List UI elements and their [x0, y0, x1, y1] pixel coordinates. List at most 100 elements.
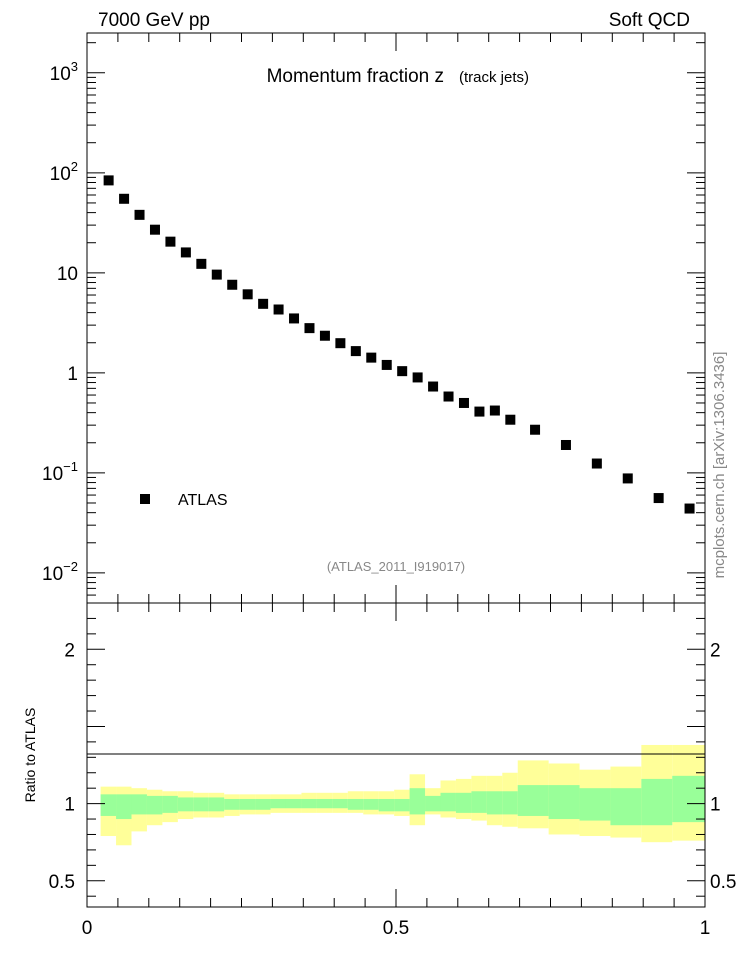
ratio-band-inner — [146, 795, 163, 815]
ratio-y-tick-labels: 0.5 0.5 1 1 2 2 — [49, 640, 737, 892]
data-point — [335, 338, 346, 349]
y-tick-label: 10−1 — [42, 459, 78, 485]
plot-title: Momentum fraction z — [267, 66, 444, 87]
ratio-band-inner — [502, 791, 518, 815]
x-tick-label: 0.5 — [383, 918, 409, 939]
main-panel: 10−2 10−1 1 10 102 103 Momentum fraction z (t… — [42, 32, 706, 604]
ratio-panel: 0.5 0.5 1 1 2 2 0 0.5 1 Ratio to ATLAS — [22, 602, 737, 939]
x-tick-labels: 0 0.5 1 — [82, 918, 711, 939]
data-point — [180, 247, 191, 258]
data-point — [227, 279, 238, 290]
data-point — [428, 381, 439, 392]
ratio-band-inner — [131, 794, 147, 815]
ratio-band-inner — [100, 794, 117, 816]
data-point — [273, 304, 284, 315]
data-point — [622, 473, 633, 484]
ratio-frame — [86, 602, 706, 908]
ratio-band-inner — [208, 797, 225, 812]
ratio-band-inner — [177, 797, 194, 812]
ratio-axis-ticks — [86, 603, 706, 907]
ratio-band-inner — [548, 785, 580, 820]
ratio-band-inner — [162, 795, 178, 813]
legend-marker-atlas — [140, 494, 150, 504]
ratio-band-inner — [641, 778, 673, 826]
data-point — [134, 209, 145, 220]
ratio-y-tick-label-left: 0.5 — [49, 872, 75, 893]
ratio-bands — [100, 744, 705, 846]
ratio-band-inner — [486, 791, 503, 815]
data-point — [258, 298, 269, 309]
ratio-band-inner — [378, 798, 395, 812]
data-point — [412, 372, 423, 383]
data-point — [304, 323, 315, 334]
data-point — [684, 503, 695, 514]
data-point — [165, 236, 176, 247]
ratio-band-inner — [672, 775, 705, 823]
energy-label: 7000 GeV pp — [98, 10, 210, 31]
data-point — [474, 406, 485, 417]
y-tick-label: 103 — [50, 59, 78, 85]
data-point — [366, 352, 377, 363]
ratio-band-inner — [579, 788, 611, 821]
ratio-band-inner — [255, 798, 271, 810]
ratio-band-inner — [347, 798, 364, 810]
main-frame — [86, 32, 706, 604]
ratio-band-inner — [270, 798, 286, 809]
y-tick-label: 1 — [67, 364, 78, 385]
ratio-band-inner — [116, 794, 132, 820]
ratio-band-inner — [517, 785, 549, 816]
ratio-y-tick-label-right: 0.5 — [710, 872, 736, 893]
ratio-band-inner — [471, 791, 487, 813]
main-y-tick-labels: 10−2 10−1 1 10 102 103 — [42, 59, 78, 585]
process-label: Soft QCD — [609, 10, 690, 31]
ratio-band-inner — [440, 792, 456, 812]
ratio-y-tick-label-right: 2 — [710, 640, 721, 661]
source-label: mcplots.cern.ch [arXiv:1306.3436] — [711, 352, 728, 579]
ratio-y-tick-label-left: 1 — [64, 795, 75, 816]
data-point — [397, 366, 408, 377]
ratio-band-inner — [409, 788, 426, 815]
plot-title-sub: (track jets) — [459, 69, 529, 86]
data-point — [530, 424, 541, 435]
analysis-id: (ATLAS_2011_I919017) — [327, 559, 465, 574]
ratio-band-inner — [193, 797, 209, 812]
data-point — [458, 397, 469, 408]
y-tick-label: 102 — [50, 159, 78, 185]
data-point — [242, 289, 253, 300]
x-tick-label: 1 — [700, 918, 711, 939]
ratio-y-axis-label: Ratio to ATLAS — [22, 708, 38, 803]
ratio-band-inner — [455, 792, 472, 813]
ratio-band-inner — [239, 798, 256, 810]
ratio-band-inner — [301, 798, 317, 809]
data-point — [211, 269, 222, 280]
data-point — [289, 313, 300, 324]
ratio-band-inner — [332, 798, 348, 809]
main-axis-ticks — [86, 33, 706, 604]
ratio-band-inner — [285, 798, 302, 809]
data-point — [119, 193, 130, 204]
data-point — [653, 493, 664, 504]
ratio-y-tick-label-left: 2 — [64, 640, 75, 661]
data-point — [560, 439, 571, 450]
y-tick-label: 10 — [57, 264, 78, 285]
ratio-band-inner — [425, 795, 441, 812]
data-point — [196, 258, 207, 269]
ratio-band-inner — [316, 798, 333, 809]
data-point — [505, 414, 516, 425]
data-point — [319, 330, 330, 341]
ratio-y-tick-label-right: 1 — [710, 795, 721, 816]
ratio-band-inner — [224, 798, 240, 810]
data-points — [103, 175, 695, 514]
data-point — [381, 359, 392, 370]
data-point — [103, 175, 114, 186]
data-point — [350, 346, 361, 357]
ratio-band-inner — [394, 798, 410, 812]
ratio-band-inner — [610, 788, 642, 826]
data-point — [443, 391, 454, 402]
data-point — [489, 405, 500, 416]
ratio-band-inner — [363, 798, 379, 810]
y-tick-label: 10−2 — [42, 559, 78, 585]
legend-label-atlas: ATLAS — [178, 492, 228, 509]
data-point — [591, 458, 602, 469]
